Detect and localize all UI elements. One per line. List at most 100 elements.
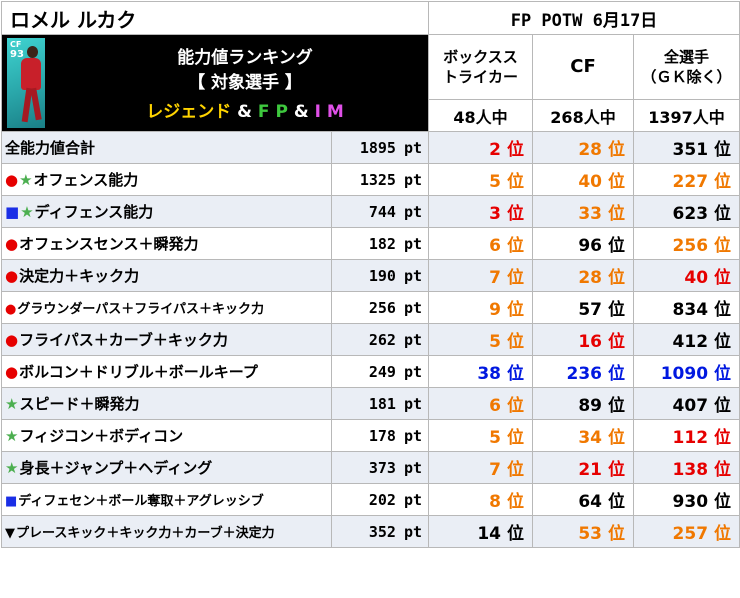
stat-unit: pt: [403, 362, 422, 381]
stat-unit: pt: [403, 394, 422, 413]
stat-value: 262: [368, 330, 396, 349]
rank-number: 53: [578, 524, 602, 544]
rank-number: 6: [489, 236, 501, 256]
rank-cell: 57 位: [532, 291, 634, 324]
stat-label: 全能力値合計: [5, 139, 96, 157]
rank-unit: 位: [608, 172, 625, 192]
rank-number: 9: [489, 300, 501, 320]
stat-value: 352: [368, 522, 396, 541]
stat-label-cell: ★スピード＋瞬発力: [1, 387, 332, 420]
column-header-all: 全選手 （ＧＫ除く）: [632, 34, 740, 100]
rank-unit: 位: [714, 300, 732, 320]
rank-unit: 位: [608, 236, 625, 256]
rank-cell: 53 位: [532, 515, 634, 548]
square-icon: ■: [5, 203, 20, 221]
circle-icon: ●: [5, 363, 19, 381]
rank-unit: 位: [608, 268, 625, 288]
stat-unit: pt: [403, 266, 422, 285]
stat-label-cell: ●フライパス＋カーブ＋キック力: [1, 323, 332, 356]
rank-number: 834: [672, 300, 709, 320]
circle-icon: ●: [5, 302, 17, 317]
table-row: ★身長＋ジャンプ＋ヘディング 373 pt 7 位 21 位 138 位: [1, 451, 740, 484]
star-icon: ★: [5, 459, 19, 477]
rank-number: 1090: [660, 364, 709, 384]
column-header-box-striker: ボックスス トライカー: [428, 34, 533, 100]
rank-unit: 位: [714, 140, 732, 160]
stat-value-cell: 352 pt: [331, 515, 429, 548]
player-figure-leg: [30, 87, 42, 121]
triangle-icon: ▼: [5, 526, 15, 541]
rank-unit: 位: [507, 268, 524, 288]
rank-unit: 位: [608, 300, 625, 320]
rank-number: 256: [672, 236, 709, 256]
rank-number: 96: [578, 236, 602, 256]
stat-label: 身長＋ジャンプ＋ヘディング: [19, 459, 213, 477]
stat-unit: pt: [403, 298, 422, 317]
rank-cell: 236 位: [532, 355, 634, 388]
table-row: ▼プレースキック＋キック力＋カーブ＋決定力 352 pt 14 位 53 位 257 位: [1, 515, 740, 548]
column-count-box-striker: 48人中: [428, 99, 533, 132]
rank-unit: 位: [507, 172, 524, 192]
rank-number: 28: [578, 268, 602, 288]
table-row: ●★オフェンス能力 1325 pt 5 位 40 位 227 位: [1, 163, 740, 196]
rank-unit: 位: [608, 524, 625, 544]
rank-unit: 位: [608, 204, 625, 224]
column-title-line: ボックスス: [443, 48, 518, 66]
rank-number: 5: [489, 172, 501, 192]
stat-label-cell: ■★ディフェンス能力: [1, 195, 332, 228]
rank-number: 14: [477, 524, 501, 544]
stat-value: 1895: [359, 138, 396, 157]
stat-value: 249: [368, 362, 396, 381]
stat-value-cell: 373 pt: [331, 451, 429, 484]
rank-number: 21: [578, 460, 602, 480]
table-row: ●ボルコン＋ドリブル＋ボールキープ 249 pt 38 位 236 位 1090 位: [1, 355, 740, 388]
stat-label: フィジコン＋ボディコン: [19, 427, 184, 445]
rank-number: 7: [489, 268, 501, 288]
rank-unit: 位: [507, 236, 524, 256]
stat-label: 決定力＋キック力: [19, 267, 140, 285]
rank-cell: 16 位: [532, 323, 634, 356]
stat-label-cell: ▼プレースキック＋キック力＋カーブ＋決定力: [1, 515, 332, 548]
table-row: ●フライパス＋カーブ＋キック力 262 pt 5 位 16 位 412 位: [1, 323, 740, 356]
rank-unit: 位: [714, 236, 732, 256]
rank-number: 38: [477, 364, 501, 384]
rank-cell: 14 位: [428, 515, 533, 548]
category-fp: F P: [257, 102, 288, 122]
rank-cell: 64 位: [532, 483, 634, 516]
rank-number: 236: [566, 364, 603, 384]
rank-unit: 位: [608, 364, 625, 384]
star-icon: ★: [19, 171, 33, 189]
rank-unit: 位: [608, 492, 625, 512]
square-icon: ■: [5, 494, 18, 509]
rank-number: 623: [672, 204, 709, 224]
rank-unit: 位: [714, 172, 732, 192]
stat-label-cell: ★身長＋ジャンプ＋ヘディング: [1, 451, 332, 484]
rank-cell: 21 位: [532, 451, 634, 484]
card-position: CF: [10, 40, 22, 49]
stat-label-cell: ●グラウンダーパス＋フライパス＋キック力: [1, 291, 332, 324]
table-row: ●オフェンスセンス＋瞬発力 182 pt 6 位 96 位 256 位: [1, 227, 740, 260]
rank-unit: 位: [507, 364, 524, 384]
stat-value: 744: [368, 202, 396, 221]
stat-label: ディフェンス能力: [34, 203, 154, 221]
stat-label: ディフェセン＋ボール奪取＋アグレッシブ: [18, 494, 264, 509]
player-figure-body: [21, 58, 41, 90]
header-target: 【 対象選手 】: [188, 73, 302, 93]
circle-icon: ●: [5, 267, 19, 285]
rank-number: 227: [672, 172, 709, 192]
rank-number: 138: [672, 460, 709, 480]
rank-cell: 256 位: [632, 227, 740, 260]
rank-number: 257: [672, 524, 709, 544]
card-rating: 93: [10, 49, 24, 60]
circle-icon: ●: [5, 331, 19, 349]
rank-cell: 412 位: [632, 323, 740, 356]
stat-value-cell: 202 pt: [331, 483, 429, 516]
rank-number: 6: [489, 396, 501, 416]
stat-label: ボルコン＋ドリブル＋ボールキープ: [19, 363, 258, 381]
header-categories: レジェンド & F P & I M: [62, 97, 428, 122]
